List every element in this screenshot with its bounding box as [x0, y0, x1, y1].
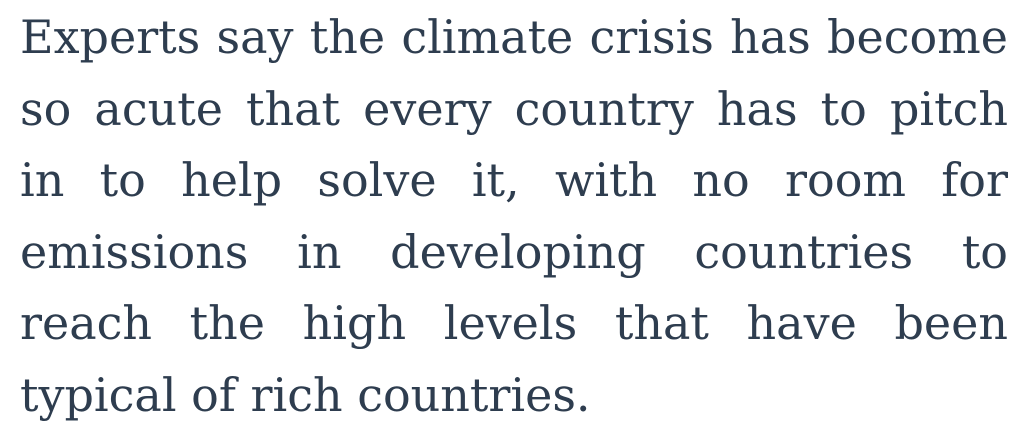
paragraph-line-1: Experts say the climate crisis has becom…	[20, 10, 1008, 64]
paragraph-line-5: reach the high levels that have been	[20, 296, 1008, 350]
paragraph-line-3: in to help solve it, with no room for	[20, 153, 1008, 207]
paragraph-line-2: so acute that every country has to pitch	[20, 81, 1008, 136]
paragraph-line-6: typical of rich countries.	[20, 367, 591, 422]
paragraph-line-4: emissions in developing countries to	[20, 224, 1008, 279]
article-paragraph: Experts say the climate crisis has becom…	[20, 0, 1008, 431]
